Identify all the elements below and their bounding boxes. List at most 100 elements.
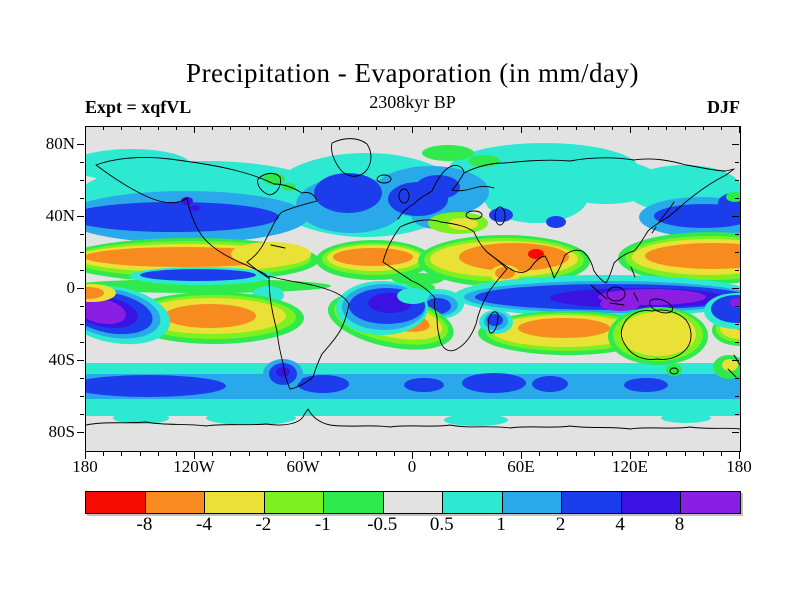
colorbar-boundary-label: -1	[314, 514, 331, 535]
plot-subtitle: 2308kyr BP	[369, 92, 456, 112]
tick-mark	[76, 144, 84, 145]
colorbar	[85, 491, 741, 514]
tick-mark	[321, 451, 323, 456]
lon-tick-label: 0	[407, 457, 417, 476]
tick-mark	[79, 252, 84, 253]
lat-tick-label: 80N	[45, 134, 75, 153]
tick-mark	[79, 342, 84, 343]
tick-mark	[76, 288, 84, 289]
colorbar-cell	[442, 492, 502, 513]
tick-mark	[76, 216, 84, 217]
colorbar-cell	[680, 492, 741, 513]
lon-tick-label: 120W	[173, 457, 215, 476]
colorbar-boundary-label: 2	[555, 514, 566, 535]
colorbar-boundary-label: -0.5	[367, 514, 398, 535]
colorbar-cell	[620, 492, 681, 513]
tick-mark	[79, 306, 84, 307]
tick-mark	[702, 451, 704, 456]
tick-mark	[448, 451, 450, 456]
tick-mark	[557, 451, 559, 456]
tick-mark	[339, 451, 341, 456]
tick-mark	[76, 432, 84, 433]
tick-mark	[357, 451, 359, 456]
tick-mark	[739, 451, 740, 459]
tick-mark	[666, 451, 668, 456]
colorbar-cell	[561, 492, 621, 513]
colorbar-cell	[204, 492, 264, 513]
colorbar-boundary-label: -2	[255, 514, 272, 535]
tick-mark	[484, 451, 486, 456]
tick-mark	[284, 451, 286, 456]
colorbar-cell	[144, 492, 205, 513]
lat-tick-label: 40S	[48, 350, 75, 369]
tick-mark	[212, 451, 214, 456]
lon-tick-label: 180	[726, 457, 752, 476]
colorbar-boundary-label: 4	[615, 514, 625, 535]
tick-mark	[76, 360, 84, 361]
tick-mark	[611, 451, 613, 456]
tick-mark	[466, 451, 468, 456]
lat-tick-label: 80S	[48, 422, 75, 441]
tick-mark	[79, 270, 84, 271]
tick-mark	[393, 451, 395, 456]
colorbar-boundary-label: -4	[195, 514, 212, 535]
experiment-label: Expt = xqfVL	[85, 97, 192, 117]
tick-mark	[593, 451, 595, 456]
lon-tick-label: 180	[72, 457, 98, 476]
equatorial-wet-band	[454, 275, 740, 317]
lon-tick-label: 60E	[507, 457, 535, 476]
colorbar-cell	[323, 492, 383, 513]
tick-mark	[103, 451, 105, 456]
tick-mark	[630, 451, 631, 459]
tick-mark	[194, 451, 195, 459]
colorbar-cell	[501, 492, 562, 513]
tick-mark	[79, 234, 84, 235]
tick-mark	[375, 451, 377, 456]
colorbar-cell	[382, 492, 443, 513]
tick-mark	[79, 180, 84, 181]
tick-mark	[502, 451, 504, 456]
northern-wet-regions	[86, 143, 740, 247]
tick-mark	[85, 451, 86, 459]
tick-mark	[121, 451, 123, 456]
southern-ocean-bands	[86, 363, 740, 451]
season-label: DJF	[707, 97, 740, 117]
southern-wet-regions	[86, 281, 740, 389]
tick-mark	[521, 451, 522, 459]
contour-map	[86, 127, 740, 451]
colorbar-boundary-label: -8	[136, 514, 153, 535]
lon-tick-label: 60W	[286, 457, 320, 476]
tick-mark	[575, 451, 577, 456]
colorbar-boundary-label: 1	[496, 514, 506, 535]
colorbar-cell	[263, 492, 324, 513]
tick-mark	[720, 451, 722, 456]
tick-mark	[266, 451, 268, 456]
tick-mark	[79, 396, 84, 397]
lat-tick-label: 0	[66, 278, 76, 297]
map-frame	[85, 126, 741, 452]
tick-mark	[248, 451, 250, 456]
lat-tick-label: 40N	[45, 206, 75, 225]
tick-mark	[230, 451, 232, 456]
tick-mark	[175, 451, 177, 456]
tick-mark	[79, 324, 84, 325]
lon-tick-label: 120E	[612, 457, 648, 476]
tick-mark	[539, 451, 541, 456]
tick-mark	[684, 451, 686, 456]
tick-mark	[648, 451, 650, 456]
tick-mark	[157, 451, 159, 456]
colorbar-boundary-label: 0.5	[429, 514, 454, 535]
tick-mark	[412, 451, 413, 459]
coastlines	[86, 138, 740, 430]
tick-mark	[79, 162, 84, 163]
tick-mark	[79, 414, 84, 415]
tick-mark	[139, 451, 141, 456]
tick-mark	[430, 451, 432, 456]
colorbar-boundary-label: 8	[674, 514, 685, 535]
tick-mark	[303, 451, 304, 459]
colorbar-cell	[86, 492, 145, 513]
tick-mark	[79, 198, 84, 199]
tick-mark	[79, 378, 84, 379]
plot-title: Precipitation - Evaporation (in mm/day)	[186, 58, 639, 88]
